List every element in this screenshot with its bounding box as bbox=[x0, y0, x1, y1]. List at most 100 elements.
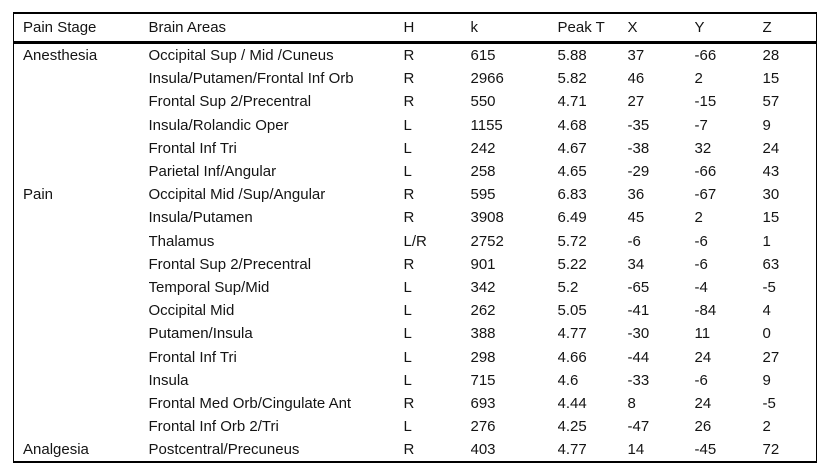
z-cell: 43 bbox=[762, 163, 780, 181]
hemisphere-cell: L bbox=[403, 139, 412, 157]
brain-area-cell: Frontal Sup 2/Precentral bbox=[148, 93, 312, 111]
x-cell: -29 bbox=[627, 163, 650, 181]
peak-t-cell: 6.49 bbox=[557, 209, 587, 227]
y-cell: -6 bbox=[694, 232, 708, 250]
hemisphere-cell: L bbox=[403, 371, 412, 389]
x-cell: 46 bbox=[627, 70, 645, 88]
pain-stage-cell bbox=[14, 253, 149, 276]
k-cell: 2752 bbox=[470, 232, 504, 250]
brain-area-cell: Insula/Putamen/Frontal Inf Orb bbox=[148, 70, 354, 88]
x-cell: 36 bbox=[627, 186, 645, 204]
column-header-x: X bbox=[627, 13, 695, 44]
table-row: Analgesia Postcentral/Precuneus R 403 4.77 14… bbox=[14, 438, 817, 462]
table-row: Occipital Mid L 262 5.05 -41 -84 4 bbox=[14, 299, 817, 322]
peak-t-cell: 5.82 bbox=[557, 70, 587, 88]
z-cell: 24 bbox=[762, 139, 780, 157]
table-body: Anesthesia Occipital Sup / Mid /Cuneus R 61… bbox=[14, 43, 817, 463]
brain-area-cell: Frontal Inf Tri bbox=[148, 139, 237, 157]
z-cell: 9 bbox=[762, 371, 771, 389]
pain-stage-cell bbox=[14, 206, 149, 229]
z-cell: 63 bbox=[762, 255, 780, 273]
peak-t-cell: 4.68 bbox=[557, 116, 587, 134]
k-cell: 262 bbox=[470, 302, 496, 320]
column-header-peak-t: Peak T bbox=[557, 13, 628, 44]
z-cell: -5 bbox=[762, 278, 776, 296]
hemisphere-cell: L bbox=[403, 325, 412, 343]
table-row: Frontal Inf Tri L 242 4.67 -38 32 24 bbox=[14, 137, 817, 160]
header-row: Pain Stage Brain Areas H k Peak T X Y Z bbox=[13, 13, 817, 44]
k-cell: 615 bbox=[470, 47, 496, 65]
y-cell: 2 bbox=[694, 70, 703, 88]
y-cell: -67 bbox=[694, 186, 717, 204]
peak-t-cell: 5.05 bbox=[557, 302, 587, 320]
k-cell: 595 bbox=[470, 186, 496, 204]
z-cell: 30 bbox=[762, 186, 780, 204]
z-cell: 27 bbox=[762, 348, 780, 366]
peak-t-cell: 4.44 bbox=[557, 394, 587, 412]
x-cell: -65 bbox=[627, 278, 650, 296]
pain-stage-cell bbox=[14, 160, 149, 183]
y-cell: -6 bbox=[694, 371, 708, 389]
x-cell: 37 bbox=[627, 47, 645, 65]
column-header-pain-stage: Pain Stage bbox=[13, 13, 149, 44]
brain-area-cell: Insula/Putamen bbox=[148, 209, 253, 227]
y-cell: 2 bbox=[694, 209, 703, 227]
hemisphere-cell: L bbox=[403, 348, 412, 366]
column-header-brain-areas: Brain Areas bbox=[148, 13, 404, 44]
brain-area-cell: Insula bbox=[148, 371, 189, 389]
y-cell: -66 bbox=[694, 163, 717, 181]
pain-stage-cell bbox=[14, 392, 149, 415]
peak-t-cell: 5.22 bbox=[557, 255, 587, 273]
table-header: Pain Stage Brain Areas H k Peak T X Y Z bbox=[13, 13, 817, 44]
k-cell: 3908 bbox=[470, 209, 504, 227]
y-cell: 24 bbox=[694, 348, 712, 366]
table-row: Parietal Inf/Angular L 258 4.65 -29 -66 43 bbox=[14, 160, 817, 183]
hemisphere-cell: R bbox=[403, 47, 415, 65]
column-header-k: k bbox=[470, 13, 558, 44]
z-cell: 28 bbox=[762, 47, 780, 65]
peak-t-cell: 4.67 bbox=[557, 139, 587, 157]
peak-t-cell: 4.77 bbox=[557, 325, 587, 343]
z-cell: 57 bbox=[762, 93, 780, 111]
table-row: Putamen/Insula L 388 4.77 -30 11 0 bbox=[14, 322, 817, 345]
brain-area-cell: Occipital Mid /Sup/Angular bbox=[148, 186, 326, 204]
column-header-h: H bbox=[403, 13, 471, 44]
z-cell: 1 bbox=[762, 232, 771, 250]
table-row: Frontal Med Orb/Cingulate Ant R 693 4.44 8 24… bbox=[14, 392, 817, 415]
table-row: Temporal Sup/Mid L 342 5.2 -65 -4 -5 bbox=[14, 276, 817, 299]
brain-area-cell: Frontal Sup 2/Precentral bbox=[148, 255, 312, 273]
pain-stage-cell bbox=[14, 137, 149, 160]
x-cell: -35 bbox=[627, 116, 650, 134]
brain-area-cell: Putamen/Insula bbox=[148, 325, 253, 343]
x-cell: -30 bbox=[627, 325, 650, 343]
pain-stage-cell bbox=[14, 369, 149, 392]
pain-stage-cell bbox=[14, 276, 149, 299]
pain-stage-cell: Analgesia bbox=[23, 441, 89, 459]
pain-stage-cell bbox=[14, 230, 149, 253]
k-cell: 901 bbox=[470, 255, 496, 273]
peak-t-cell: 4.66 bbox=[557, 348, 587, 366]
y-cell: 11 bbox=[694, 325, 711, 343]
y-cell: 26 bbox=[694, 418, 712, 436]
table-row: Anesthesia Occipital Sup / Mid /Cuneus R 61… bbox=[14, 43, 817, 68]
hemisphere-cell: L bbox=[403, 116, 412, 134]
k-cell: 2966 bbox=[470, 70, 504, 88]
brain-activation-table: Pain Stage Brain Areas H k Peak T X Y Z … bbox=[13, 12, 817, 464]
pain-stage-cell: Pain bbox=[23, 186, 54, 204]
brain-area-cell: Temporal Sup/Mid bbox=[148, 278, 270, 296]
k-cell: 276 bbox=[470, 418, 496, 436]
x-cell: 34 bbox=[627, 255, 645, 273]
y-cell: -6 bbox=[694, 255, 708, 273]
k-cell: 258 bbox=[470, 163, 496, 181]
hemisphere-cell: L/R bbox=[403, 232, 427, 250]
hemisphere-cell: R bbox=[403, 70, 415, 88]
peak-t-cell: 4.71 bbox=[557, 93, 587, 111]
z-cell: 9 bbox=[762, 116, 771, 134]
brain-area-cell: Frontal Med Orb/Cingulate Ant bbox=[148, 394, 352, 412]
brain-area-cell: Thalamus bbox=[148, 232, 215, 250]
table-row: Insula/Rolandic Oper L 1155 4.68 -35 -7 9 bbox=[14, 114, 817, 137]
z-cell: 0 bbox=[762, 325, 771, 343]
brain-area-cell: Frontal Inf Tri bbox=[148, 348, 237, 366]
peak-t-cell: 5.88 bbox=[557, 47, 587, 65]
